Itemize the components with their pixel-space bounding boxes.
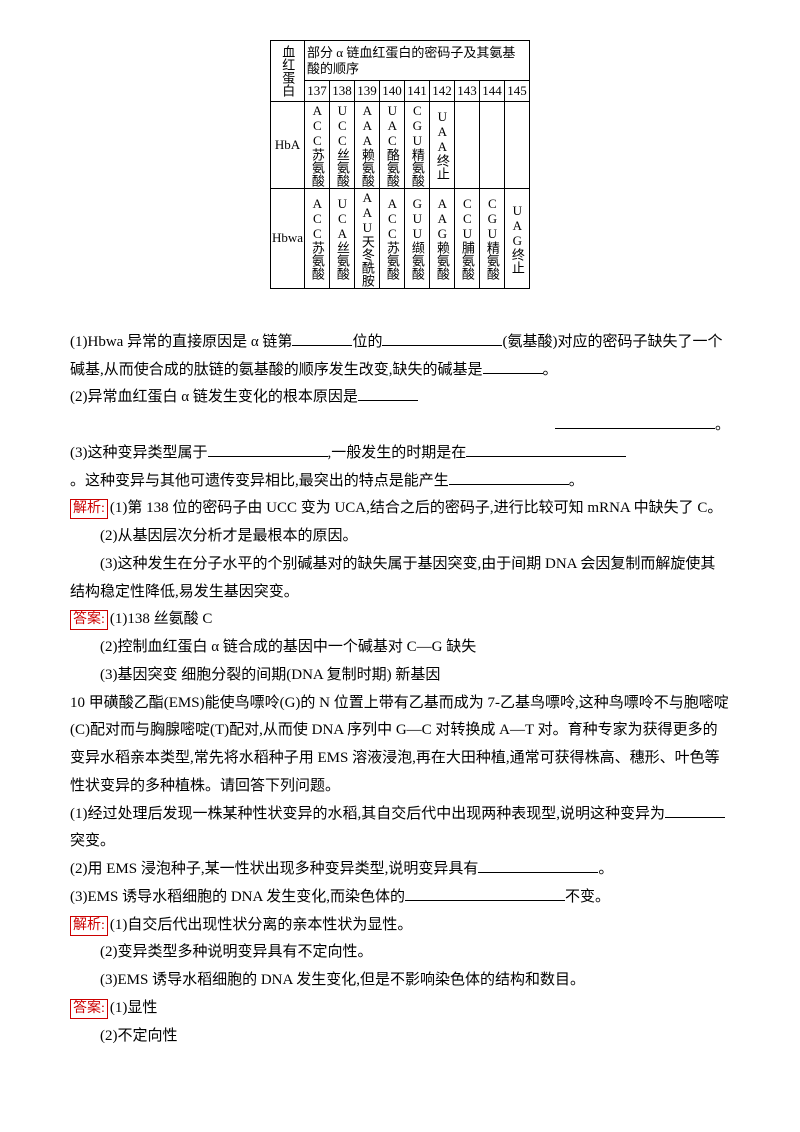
analysis2-2: (2)变异类型多种说明变异具有不定向性。 [70,939,730,967]
text: (1)经过处理后发现一株某种性状变异的水稻,其自交后代中出现两种表现型,说明这种… [70,806,665,822]
question-10-2: (2)用 EMS 浸泡种子,某一性状出现多种变异类型,说明变异具有 。 [70,856,730,884]
text: 不变。 [565,889,610,905]
codon-cell: UCA丝氨酸 [330,188,355,288]
blank [478,857,598,873]
question-10-1: (1)经过处理后发现一株某种性状变异的水稻,其自交后代中出现两种表现型,说明这种… [70,801,730,829]
blank [208,441,328,457]
text: (1)显性 [110,1000,158,1016]
answer-2: (2)控制血红蛋白 α 链合成的基因中一个碱基对 C—G 缺失 [70,634,730,662]
question-10-3: (3)EMS 诱导水稻细胞的 DNA 发生变化,而染色体的 不变。 [70,884,730,912]
pos-cell: 139 [355,81,380,102]
pos-cell: 141 [405,81,430,102]
codon-cell: UAC酪氨酸 [380,101,405,188]
answer2-1: 答案:(1)显性 [70,995,730,1023]
codon-cell: ACC苏氨酸 [380,188,405,288]
blank [382,330,502,346]
text: (3)这种变异类型属于 [70,445,208,461]
analysis2-3: (3)EMS 诱导水稻细胞的 DNA 发生变化,但是不影响染色体的结构和数目。 [70,967,730,995]
text: 。这种变异与其他可遗传变异相比,最突出的特点是能产生 [70,473,449,489]
text: 。 [543,362,558,378]
question-1-line2: 碱基,从而使合成的肽链的氨基酸的顺序发生改变,缺失的碱基是 。 [70,357,730,385]
pos-cell: 145 [505,81,530,102]
question-3-line1: (3)这种变异类型属于 ,一般发生的时期是在 [70,440,730,468]
blank [358,385,418,401]
text: 。 [569,473,584,489]
row-label-hbwa: Hbwa [270,188,304,288]
codon-cell: GUU缬氨酸 [405,188,430,288]
blank [483,358,543,374]
codon-cell: ACC苏氨酸 [305,188,330,288]
row-header-protein: 血红蛋白 [270,41,304,102]
codon-cell [505,101,530,188]
codon-table: 血红蛋白 部分 α 链血红蛋白的密码子及其氨基酸的顺序 137 138 139 … [270,40,530,289]
answer-tag: 答案: [70,610,108,630]
pos-cell: 142 [430,81,455,102]
pos-cell: 143 [455,81,480,102]
text: (2)用 EMS 浸泡种子,某一性状出现多种变异类型,说明变异具有 [70,861,478,877]
analysis-tag: 解析: [70,499,108,519]
row-label-hba: HbA [270,101,304,188]
analysis-3: (3)这种发生在分子水平的个别碱基对的缺失属于基因突变,由于间期 DNA 会因复… [70,551,730,607]
text: (1)第 138 位的密码子由 UCC 变为 UCA,结合之后的密码子,进行比较… [110,500,723,516]
blank [449,469,569,485]
text: ,一般发生的时期是在 [328,445,467,461]
codon-cell: CGU精氨酸 [480,188,505,288]
text: (氨基酸)对应的密码子缺失了一个 [502,334,722,350]
text: 碱基,从而使合成的肽链的氨基酸的顺序发生改变,缺失的碱基是 [70,362,483,378]
pos-cell: 144 [480,81,505,102]
blank [665,802,725,818]
text: 。 [598,861,613,877]
text: (2)异常血红蛋白 α 链发生变化的根本原因是 [70,389,358,405]
text: (1)自交后代出现性状分离的亲本性状为显性。 [110,917,413,933]
answer-tag: 答案: [70,999,108,1019]
answer-3: (3)基因突变 细胞分裂的间期(DNA 复制时期) 新基因 [70,662,730,690]
answer2-2: (2)不定向性 [70,1023,730,1051]
analysis-tag: 解析: [70,916,108,936]
blank [466,441,626,457]
pos-cell: 138 [330,81,355,102]
codon-cell: UAA终止 [430,101,455,188]
analysis-1: 解析:(1)第 138 位的密码子由 UCC 变为 UCA,结合之后的密码子,进… [70,495,730,523]
codon-cell: AAG赖氨酸 [430,188,455,288]
blank [555,413,715,429]
blank [405,885,565,901]
codon-cell: AAU天冬酰胺 [355,188,380,288]
codon-cell: UCC丝氨酸 [330,101,355,188]
analysis2-1: 解析:(1)自交后代出现性状分离的亲本性状为显性。 [70,912,730,940]
codon-cell: ACC苏氨酸 [305,101,330,188]
codon-cell [455,101,480,188]
question-10-1b: 突变。 [70,828,730,856]
codon-cell: CCU脯氨酸 [455,188,480,288]
question-10-intro: 10 甲磺酸乙酯(EMS)能使鸟嘌呤(G)的 N 位置上带有乙基而成为 7-乙基… [70,690,730,801]
question-1-line1: (1)Hbwa 异常的直接原因是 α 链第 位的 (氨基酸)对应的密码子缺失了一个 [70,329,730,357]
pos-cell: 137 [305,81,330,102]
text: (3)EMS 诱导水稻细胞的 DNA 发生变化,而染色体的 [70,889,405,905]
codon-cell [480,101,505,188]
codon-cell: AAA赖氨酸 [355,101,380,188]
analysis-2: (2)从基因层次分析才是最根本的原因。 [70,523,730,551]
question-2-tail: 。 [70,412,730,440]
codon-cell: UAG终止 [505,188,530,288]
text: 。 [715,417,730,433]
blank [292,330,352,346]
codon-cell: CGU精氨酸 [405,101,430,188]
text: (1)Hbwa 异常的直接原因是 α 链第 [70,334,292,350]
question-2: (2)异常血红蛋白 α 链发生变化的根本原因是 [70,384,730,412]
text: (1)138 丝氨酸 C [110,611,213,627]
question-3-line2: 。这种变异与其他可遗传变异相比,最突出的特点是能产生 。 [70,468,730,496]
table-header: 部分 α 链血红蛋白的密码子及其氨基酸的顺序 [305,41,530,81]
pos-cell: 140 [380,81,405,102]
text: 位的 [352,334,382,350]
answer-1: 答案:(1)138 丝氨酸 C [70,606,730,634]
